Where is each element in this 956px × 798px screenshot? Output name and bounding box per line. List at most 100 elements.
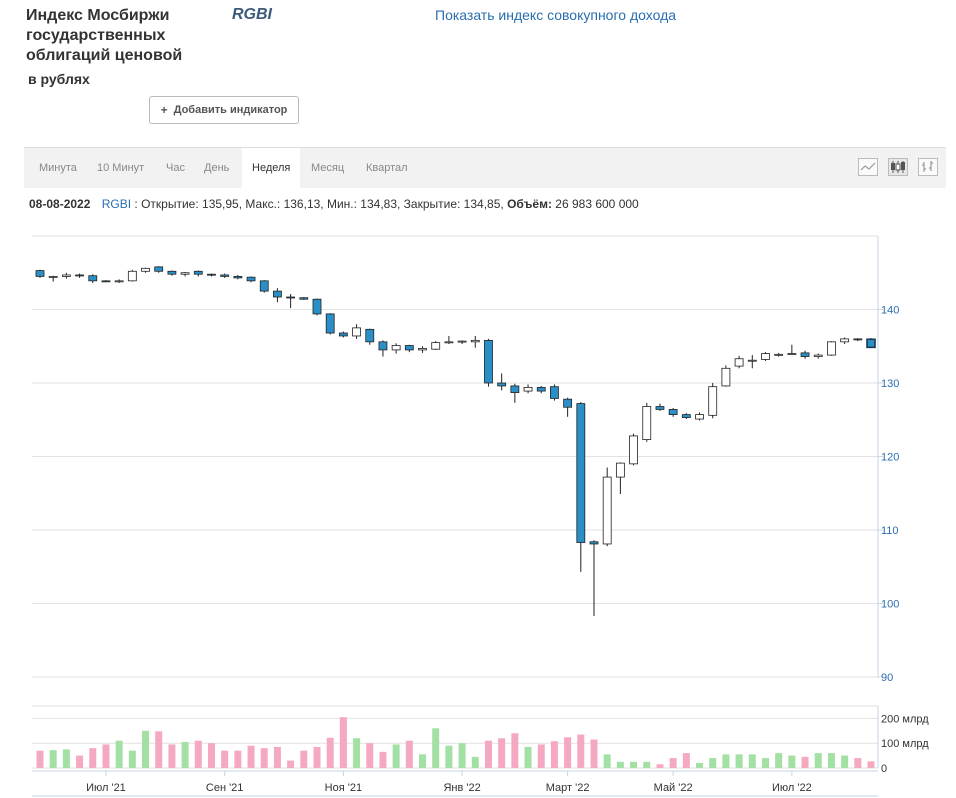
info-close: Закрытие: 134,85 [403, 197, 501, 211]
volume-bar [339, 717, 347, 768]
tab-hour[interactable]: Час [166, 162, 185, 174]
volume-bar [590, 739, 598, 768]
candle [840, 337, 850, 345]
volume-bar [498, 738, 506, 768]
y-tick-label: 90 [881, 672, 893, 684]
volume-bar [221, 750, 229, 768]
candlestick-chart-icon[interactable] [888, 158, 908, 176]
volume-bar [841, 755, 849, 768]
candle-body [708, 386, 718, 416]
candle [853, 338, 863, 342]
plus-icon: + [160, 103, 168, 117]
candle [536, 385, 546, 394]
candle-body [629, 435, 638, 465]
candle [681, 413, 691, 420]
ohlc-bars-icon[interactable] [918, 158, 938, 176]
x-tick-label: Май '22 [654, 782, 693, 794]
candle [655, 403, 665, 411]
volume-bar [155, 731, 163, 768]
candle [286, 294, 296, 309]
volume-bar [273, 746, 281, 768]
candle-body [550, 386, 559, 399]
candle-body [141, 267, 150, 272]
volume-bar [405, 740, 413, 768]
tab-month[interactable]: Месяц [311, 162, 345, 174]
candle-body [734, 358, 744, 367]
show-total-return-link[interactable]: Показать индекс совокупного дохода [435, 7, 677, 23]
tab-minute[interactable]: Минута [39, 162, 77, 174]
add-indicator-button[interactable]: + Добавить индикатор [149, 96, 299, 124]
info-volume-value: 26 983 600 000 [555, 197, 639, 211]
candle-body [391, 345, 401, 351]
candle-body [246, 276, 256, 282]
candle-body [484, 339, 493, 384]
volume-bar [142, 730, 150, 768]
line-chart-icon[interactable] [858, 158, 878, 176]
volume-bar [115, 740, 123, 768]
candle-body [576, 403, 586, 543]
candle [615, 462, 625, 494]
candle-body [233, 276, 243, 279]
candle [352, 324, 361, 339]
candle [167, 270, 177, 276]
candle-body [338, 332, 348, 337]
volume-bar [564, 737, 572, 768]
candle-body [827, 341, 836, 356]
x-tick-label: Сен '21 [206, 782, 244, 794]
info-volume-label: Объём: [507, 197, 552, 211]
volume-bar [550, 741, 558, 768]
time-axis: Июл '21 Сен '21 Ноя '21 Янв '22 Март '22 Май … [32, 770, 878, 797]
candle [668, 407, 678, 417]
candle-body [101, 280, 111, 283]
volume-bar [445, 745, 453, 768]
candle [431, 341, 441, 350]
tab-quarter[interactable]: Квартал [366, 162, 408, 174]
period-tabs: Минута 10 Минут Час День Неделя Месяц Кв… [24, 147, 946, 188]
candle-body [273, 290, 282, 298]
tab-day[interactable]: День [204, 162, 230, 174]
volume-bar [709, 758, 717, 768]
volume-bar [313, 746, 321, 768]
candle [338, 331, 348, 338]
y-tick-label: 120 [881, 452, 899, 464]
volume-bar [603, 754, 611, 768]
volume-bar [827, 753, 835, 768]
candle [827, 341, 836, 356]
volume-bar [801, 756, 809, 768]
candle-body [761, 353, 770, 360]
volume-bars [36, 717, 875, 768]
candle-body [325, 313, 335, 334]
vol-tick-label: 100 млрд [881, 738, 929, 750]
candle [721, 365, 731, 387]
candle-body [747, 359, 757, 362]
candle-body [563, 398, 573, 408]
candle-body [589, 541, 599, 545]
candle-body [286, 296, 296, 299]
candles [35, 266, 876, 616]
candle [774, 352, 784, 357]
candle [273, 288, 282, 303]
volume-bar [128, 750, 136, 768]
candle [642, 402, 652, 442]
x-tick-label: Июл '22 [772, 782, 812, 794]
tab-10-minutes[interactable]: 10 Минут [97, 162, 145, 174]
candle-body [48, 276, 58, 278]
tab-week[interactable]: Неделя [242, 148, 301, 188]
x-tick-label: Март '22 [546, 782, 590, 794]
candle [510, 383, 520, 403]
candle [141, 267, 150, 273]
volume-bar [168, 744, 176, 768]
candle [193, 270, 203, 277]
candle [114, 279, 124, 284]
y-tick-label: 130 [881, 378, 899, 390]
ohlc-info-row: 08-08-2022 RGBI : Открытие: 135,95, Макс… [29, 197, 639, 211]
candle-body [180, 272, 190, 275]
candle-body [721, 367, 731, 387]
candle [734, 355, 744, 369]
candle [35, 269, 45, 278]
candle-body [378, 341, 388, 351]
candle-body [774, 353, 784, 356]
candle [470, 335, 480, 348]
candle-body [536, 387, 546, 392]
